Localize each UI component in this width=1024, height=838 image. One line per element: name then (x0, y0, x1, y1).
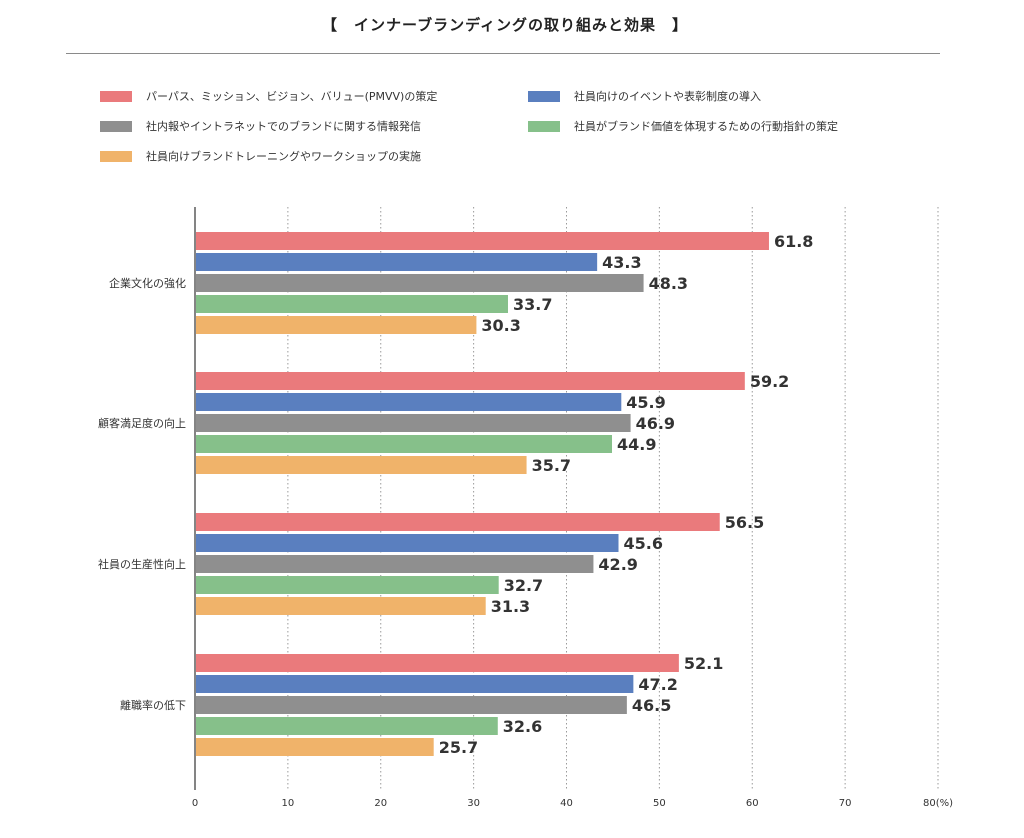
bar (196, 253, 598, 271)
legend-label-info: 社内報やイントラネットでのブランドに関する情報発信 (146, 120, 421, 133)
legend-item-info: 社内報やイントラネットでのブランドに関する情報発信 (100, 118, 421, 134)
bar (196, 654, 679, 672)
bar (196, 738, 434, 756)
data-label: 44.9 (617, 435, 656, 454)
legend-swatch-info (100, 120, 132, 132)
x-tick-label-20: 20 (374, 798, 387, 809)
chart-title: 【 インナーブランディングの取り組みと効果 】 (321, 16, 689, 34)
category-label: 顧客満足度の向上 (98, 416, 186, 430)
bar (196, 576, 499, 594)
bar (196, 513, 720, 531)
bar (196, 555, 594, 573)
data-label: 31.3 (491, 597, 530, 616)
data-label: 48.3 (649, 274, 688, 293)
data-label: 45.9 (626, 393, 665, 412)
category-label: 離職率の低下 (120, 698, 186, 712)
category-label: 社員の生産性向上 (98, 557, 186, 571)
category-label: 企業文化の強化 (109, 276, 186, 290)
bar (196, 393, 622, 411)
legend-item-training: 社員向けブランドトレーニングやワークショップの実施 (100, 148, 421, 164)
bar (196, 274, 644, 292)
title-divider (66, 53, 940, 54)
bar (196, 435, 613, 453)
x-tick-label-60: 60 (746, 798, 759, 809)
bar (196, 414, 631, 432)
bar (196, 316, 477, 334)
data-label: 61.8 (774, 232, 813, 251)
data-label: 46.5 (632, 696, 671, 715)
x-tick-label-50: 50 (653, 798, 666, 809)
data-label: 52.1 (684, 654, 723, 673)
data-label: 56.5 (725, 513, 764, 532)
bar (196, 295, 508, 313)
data-label: 33.7 (513, 295, 552, 314)
legend-swatch-pmvv (100, 90, 132, 102)
data-label: 42.9 (598, 555, 637, 574)
bar (196, 717, 498, 735)
x-tick-label-0: 0 (192, 798, 198, 809)
data-label: 32.7 (504, 576, 543, 595)
data-label: 43.3 (602, 253, 641, 272)
data-label: 45.6 (624, 534, 663, 553)
bar (196, 534, 619, 552)
bar (196, 372, 745, 390)
data-label: 32.6 (503, 717, 542, 736)
data-label: 47.2 (638, 675, 677, 694)
legend-label-action: 社員がブランド価値を体現するための行動指針の策定 (574, 120, 838, 133)
legend-swatch-action (528, 120, 560, 132)
x-tick-label-80: 80(%) (923, 798, 953, 809)
legend-label-pmvv: パーパス、ミッション、ビジョン、バリュー(PMVV)の策定 (146, 90, 438, 103)
data-label: 35.7 (532, 456, 571, 475)
legend-item-action: 社員がブランド価値を体現するための行動指針の策定 (528, 118, 838, 134)
legend-swatch-training (100, 150, 132, 162)
bar (196, 597, 486, 615)
legend-label-training: 社員向けブランドトレーニングやワークショップの実施 (146, 150, 421, 163)
data-label: 46.9 (636, 414, 675, 433)
x-tick-label-70: 70 (839, 798, 852, 809)
x-tick-label-30: 30 (467, 798, 480, 809)
legend-label-event: 社員向けのイベントや表彰制度の導入 (574, 90, 761, 103)
bar (196, 675, 634, 693)
data-label: 25.7 (439, 738, 478, 757)
bar (196, 456, 527, 474)
bar (196, 232, 769, 250)
bar (196, 696, 627, 714)
legend-item-pmvv: パーパス、ミッション、ビジョン、バリュー(PMVV)の策定 (100, 88, 437, 104)
data-label: 59.2 (750, 372, 789, 391)
x-tick-label-40: 40 (560, 798, 573, 809)
x-tick-label-10: 10 (282, 798, 295, 809)
legend-item-event: 社員向けのイベントや表彰制度の導入 (528, 88, 761, 104)
data-label: 30.3 (481, 316, 520, 335)
legend-swatch-event (528, 90, 560, 102)
